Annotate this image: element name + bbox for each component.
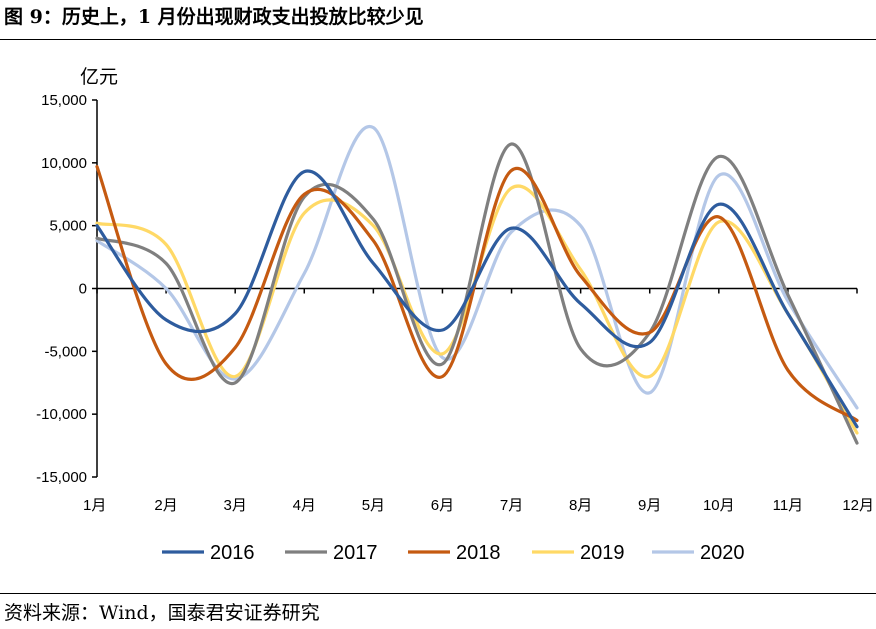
series-line-2017 [95,142,859,445]
line-chart: 亿元 15,000 10,000 5,000 0 -5,000 -10,000 -15,00… [36,66,874,564]
y-tick-label: -10,000 [36,406,87,423]
y-tick-label: 0 [79,281,87,298]
x-tick-label: 9月 [638,497,661,514]
legend-label-2016: 2016 [210,542,255,564]
source-note: 资料来源：Wind，国泰君安证券研究 [4,602,320,624]
x-tick-label: 8月 [569,497,592,514]
y-axis-unit-label: 亿元 [80,66,118,88]
x-axis: 1月 2月 3月 4月 5月 6月 7月 8月 9月 10月 11月 12月 [83,287,874,514]
y-tick-label: 5,000 [49,218,87,235]
y-tick-label: -5,000 [44,343,87,360]
series-line-2020 [95,124,859,410]
x-tick-label: 12月 [842,497,874,514]
x-tick-label: 10月 [703,497,735,514]
legend-label-2020: 2020 [700,542,745,564]
legend-label-2019: 2019 [580,542,625,564]
x-tick-label: 5月 [362,497,385,514]
legend-label-2018: 2018 [456,542,501,564]
legend-label-2017: 2017 [333,542,378,564]
series-lines [95,124,859,445]
x-tick-label: 4月 [293,497,316,514]
x-tick-label: 11月 [773,497,804,514]
series-line-2018 [95,165,859,422]
x-tick-label: 2月 [154,497,177,514]
x-tick-label: 1月 [83,497,106,514]
series-line-2016 [95,169,859,429]
y-tick-label: 15,000 [41,92,87,109]
figure-title: 图 9：历史上，1 月份出现财政支出投放比较少见 [4,6,424,28]
x-tick-label: 7月 [500,497,523,514]
title-rule [0,39,876,40]
y-tick-label: -15,000 [36,469,87,486]
x-tick-label: 6月 [431,497,454,514]
legend: 2016 2017 2018 2019 2020 [162,542,745,564]
x-tick-label: 3月 [224,497,247,514]
y-axis: 15,000 10,000 5,000 0 -5,000 -10,000 -15,000 [36,92,98,486]
source-rule [0,593,876,594]
y-tick-label: 10,000 [41,155,87,172]
